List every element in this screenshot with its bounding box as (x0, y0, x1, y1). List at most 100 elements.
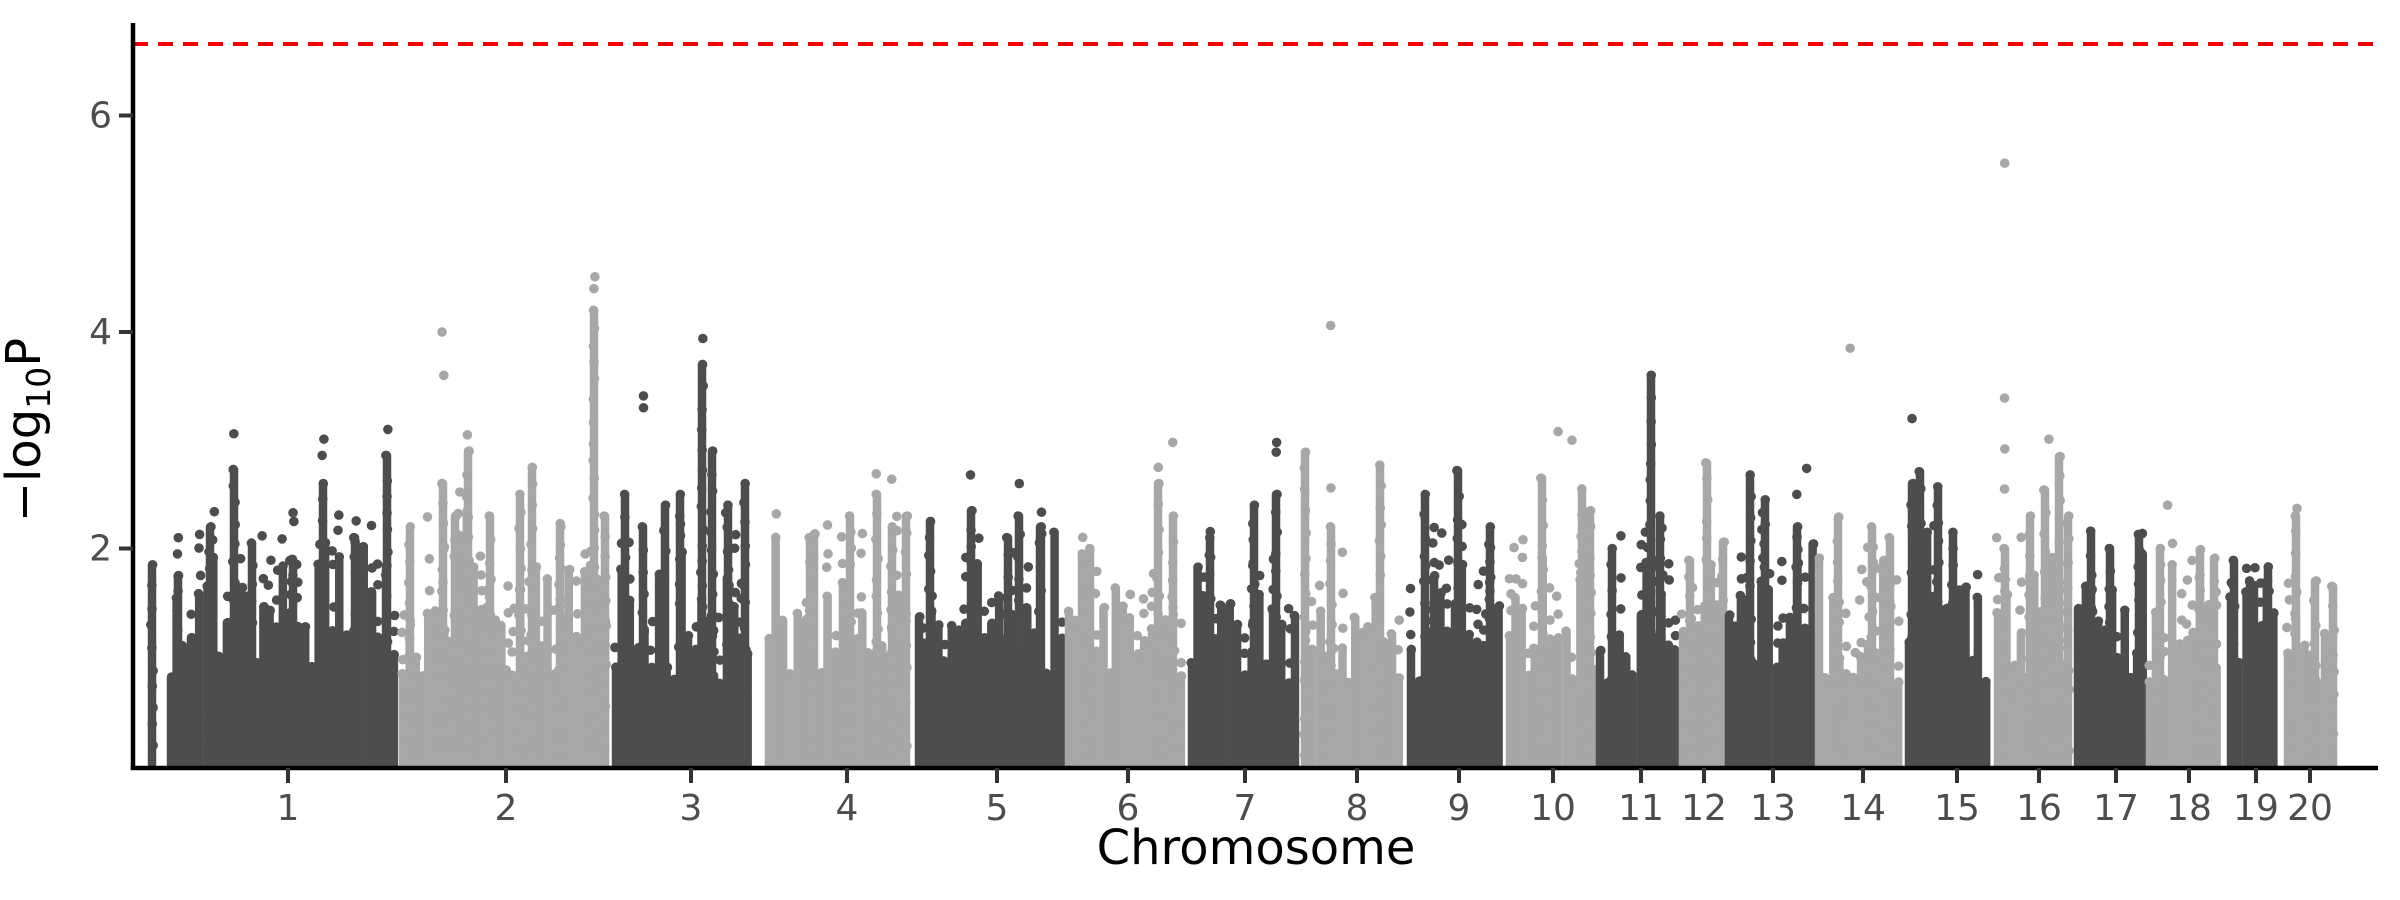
snp-point (1645, 519, 1655, 530)
snp-point (1692, 604, 1703, 615)
snp-point (2264, 757, 2274, 768)
snp-point (714, 678, 725, 689)
snp-point (2228, 580, 2238, 591)
snp-point (804, 532, 815, 543)
snp-point (1645, 604, 1656, 614)
snp-point (2134, 653, 2145, 664)
snp-point (873, 624, 883, 635)
snp-point (1792, 663, 1802, 673)
snp-point (697, 404, 707, 415)
snp-point (2104, 740, 2114, 751)
snp-point (237, 582, 248, 593)
chromosome-13-points (1724, 463, 1819, 770)
snp-point (1934, 557, 1944, 568)
snp-point (1375, 647, 1386, 658)
snp-point (1176, 671, 1187, 681)
snp-point (966, 541, 977, 552)
snp-point (1669, 645, 1680, 655)
snp-point (437, 327, 447, 337)
snp-point (1299, 612, 1310, 623)
snp-point (2135, 610, 2145, 621)
snp-point (1002, 592, 1012, 603)
snp-point (873, 719, 883, 730)
snp-point (1376, 481, 1386, 491)
snp-point (1760, 494, 1771, 505)
snp-point (620, 552, 631, 563)
snp-point (619, 659, 630, 669)
snp-point (1999, 393, 2010, 403)
snp-point (1013, 667, 1024, 677)
snp-point (147, 719, 158, 729)
snp-point (1854, 595, 1865, 605)
snp-point (1745, 581, 1755, 592)
snp-point (676, 726, 687, 737)
snp-point (1551, 591, 1562, 602)
snp-point (1893, 661, 1904, 671)
snp-point (1914, 566, 1925, 576)
snp-point (1992, 607, 2002, 618)
snp-point (1684, 615, 1695, 626)
snp-point (2195, 749, 2206, 759)
snp-point (1906, 748, 1916, 758)
snp-point (590, 741, 600, 751)
snp-point (1249, 745, 1259, 756)
snp-point (1327, 599, 1337, 610)
snp-point (205, 750, 216, 760)
snp-point (620, 512, 630, 523)
snp-point (1654, 554, 1665, 564)
snp-point (381, 727, 391, 737)
snp-point (1607, 747, 1618, 757)
snp-point (1537, 665, 1547, 675)
snp-point (527, 462, 538, 473)
snp-point (1536, 705, 1546, 716)
snp-point (2311, 732, 2321, 743)
snp-point (173, 532, 184, 543)
snp-point (1421, 655, 1432, 666)
snp-point (484, 558, 495, 569)
snp-point (823, 549, 833, 559)
snp-point (1606, 723, 1617, 734)
snp-point (1907, 649, 1918, 659)
snp-point (2054, 676, 2065, 687)
snp-point (1307, 620, 1318, 630)
snp-point (1494, 601, 1505, 611)
snp-point (1684, 571, 1694, 582)
snp-point (173, 586, 183, 596)
x-tick-label-chromosome-15: 15 (1934, 788, 1980, 829)
snp-point (639, 624, 650, 635)
snp-point (1272, 668, 1283, 679)
snp-point (1204, 569, 1215, 580)
snp-point (1374, 596, 1385, 606)
snp-point (822, 591, 832, 602)
snp-point (317, 450, 327, 461)
snp-point (266, 555, 276, 566)
snp-point (1249, 642, 1260, 653)
snp-point (675, 666, 686, 677)
snp-point (901, 569, 912, 579)
snp-point (1832, 536, 1843, 547)
snp-point (2283, 578, 2294, 589)
snp-point (1566, 652, 1577, 663)
snp-point (1586, 647, 1597, 658)
snp-point (349, 552, 360, 562)
snp-point (886, 686, 897, 697)
snp-point (1915, 625, 1925, 635)
snp-point (319, 597, 329, 608)
snp-point (2228, 748, 2239, 758)
snp-point (463, 746, 473, 757)
snp-point (1324, 637, 1335, 647)
snp-point (462, 721, 473, 732)
snp-point (1167, 437, 1178, 448)
snp-point (1607, 543, 1618, 554)
snp-point (1664, 575, 1675, 585)
snp-point (527, 500, 538, 510)
snp-point (1033, 606, 1044, 617)
snp-point (1204, 637, 1215, 647)
snp-point (1168, 719, 1179, 730)
snp-point (1684, 555, 1694, 566)
snp-point (674, 554, 685, 564)
snp-point (924, 695, 935, 706)
snp-point (1419, 695, 1430, 706)
snp-point (372, 632, 383, 642)
snp-point (1760, 721, 1770, 731)
